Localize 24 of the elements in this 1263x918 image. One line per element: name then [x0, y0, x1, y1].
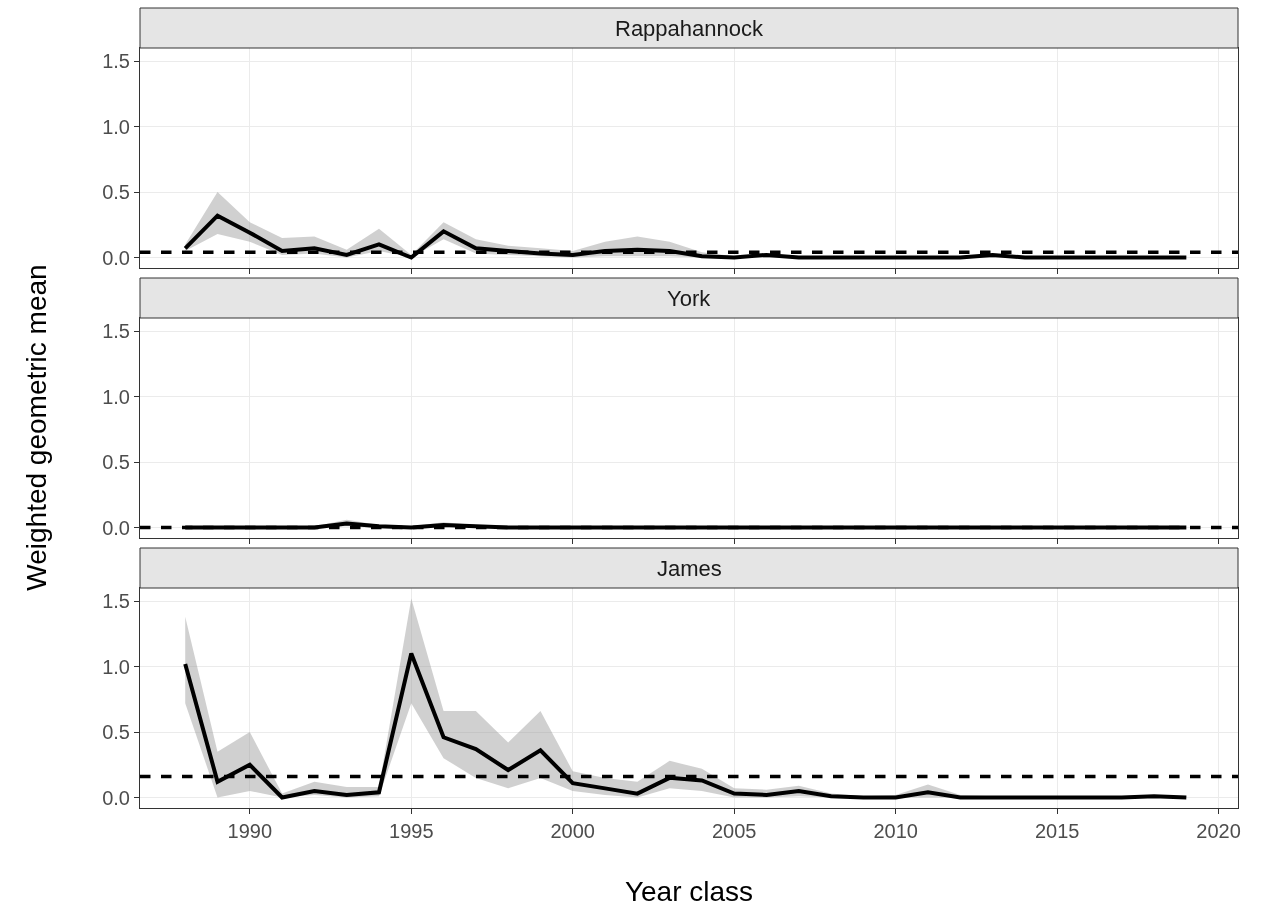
y-tick-label: 1.0: [102, 115, 130, 138]
y-axis-title: Weighted geometric mean: [20, 264, 52, 591]
y-tick-label: 0.5: [102, 451, 130, 474]
x-tick-label: 1990: [227, 820, 273, 842]
x-tick-label: 2020: [1196, 820, 1241, 842]
x-axis-title: Year class: [624, 876, 754, 908]
x-tick-label: 2010: [873, 820, 918, 842]
y-tick-label: 1.5: [102, 50, 130, 73]
y-tick-label: 1.5: [102, 320, 130, 343]
y-tick-label: 0.0: [102, 246, 130, 269]
y-tick-label: 1.0: [102, 655, 130, 678]
x-tick-label: 2005: [711, 820, 757, 842]
x-tick-label: 2000: [550, 820, 595, 842]
x-tick-label: 2015: [1034, 820, 1080, 842]
y-tick-label: 0.0: [102, 516, 130, 539]
y-tick-label: 0.5: [102, 181, 130, 204]
chart-title: James: [657, 556, 722, 581]
y-tick-label: 1.0: [102, 385, 130, 408]
y-tick-label: 1.5: [102, 590, 130, 613]
chart-title: Rappahannock: [615, 16, 765, 41]
y-tick-label: 0.0: [102, 786, 130, 809]
chart-title: York: [667, 286, 712, 311]
x-tick-label: 1995: [389, 820, 434, 842]
y-tick-label: 0.5: [102, 721, 130, 744]
